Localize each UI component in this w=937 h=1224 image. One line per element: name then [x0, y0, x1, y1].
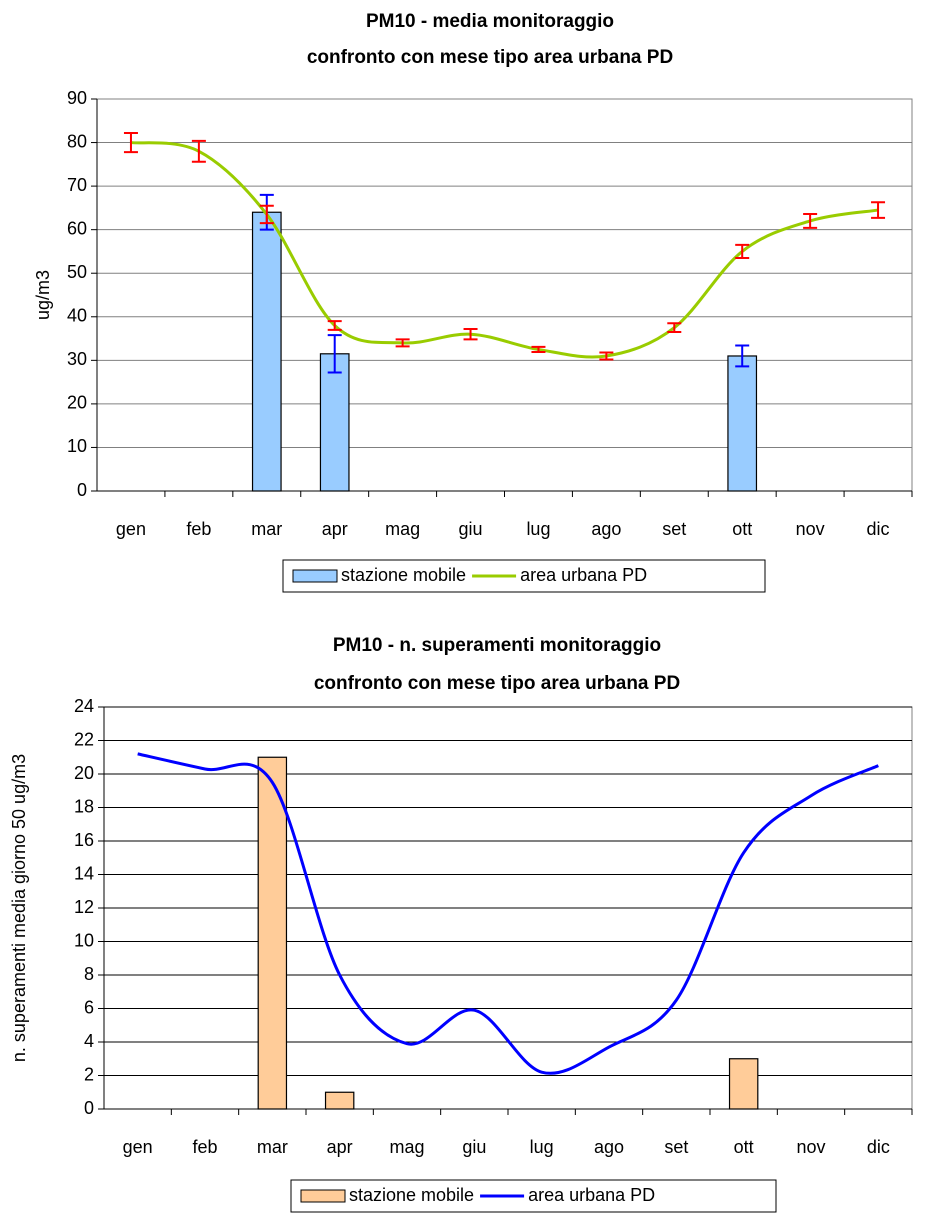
y-tick-label: 6	[84, 997, 94, 1017]
error-bar	[599, 351, 614, 361]
y-tick-label: 30	[67, 349, 87, 369]
x-tick-label: giu	[459, 519, 483, 539]
x-tick-label: ott	[732, 519, 752, 539]
bar	[251, 211, 282, 492]
bar	[324, 1091, 355, 1110]
y-tick-label: 22	[74, 729, 94, 749]
y-tick-label: 50	[67, 262, 87, 282]
x-tick-label: mag	[385, 519, 420, 539]
error-bar	[735, 344, 750, 368]
x-tick-label: nov	[796, 519, 825, 539]
y-tick-label: 40	[67, 306, 87, 326]
bar	[728, 1058, 759, 1110]
x-tick-label: lug	[526, 519, 550, 539]
y-tick-label: 2	[84, 1064, 94, 1084]
y-tick-label: 12	[74, 897, 94, 917]
chart-title: confronto con mese tipo area urbana PD	[314, 673, 680, 694]
y-tick-label: 70	[67, 175, 87, 195]
y-tick-label: 18	[74, 796, 94, 816]
y-tick-label: 14	[74, 863, 94, 883]
y-tick-label: 24	[74, 696, 94, 716]
x-tick-label: apr	[327, 1137, 353, 1157]
x-tick-label: nov	[796, 1137, 825, 1157]
error-bar	[327, 334, 342, 374]
y-tick-label: 90	[67, 88, 87, 108]
legend-label: stazione mobile	[341, 565, 466, 585]
x-tick-label: giu	[462, 1137, 486, 1157]
bar	[727, 355, 758, 492]
error-bar	[803, 212, 818, 229]
x-tick-label: ott	[734, 1137, 754, 1157]
legend-swatch	[292, 569, 338, 583]
error-bar	[191, 139, 206, 163]
legend-label: area urbana PD	[528, 1185, 655, 1205]
chart-title: confronto con mese tipo area urbana PD	[307, 47, 673, 68]
legend-label: area urbana PD	[520, 565, 647, 585]
error-bar	[259, 204, 274, 225]
line	[130, 141, 879, 359]
chart-title: PM10 - n. superamenti monitoraggio	[333, 635, 661, 656]
x-tick-label: dic	[867, 1137, 890, 1157]
y-tick-label: 10	[67, 436, 87, 456]
y-axis-title: n. superamenti media giorno 50 ug/m3	[9, 754, 29, 1062]
x-tick-label: ago	[591, 519, 621, 539]
y-tick-label: 8	[84, 964, 94, 984]
legend-box	[290, 1179, 777, 1213]
x-tick-label: set	[662, 519, 686, 539]
legend-label: stazione mobile	[349, 1185, 474, 1205]
y-tick-label: 20	[74, 763, 94, 783]
error-bar	[531, 345, 546, 354]
plot-area	[96, 98, 913, 492]
x-tick-label: gen	[123, 1137, 153, 1157]
y-tick-label: 4	[84, 1031, 94, 1051]
error-bar	[463, 327, 478, 341]
x-tick-label: feb	[192, 1137, 217, 1157]
y-tick-label: 20	[67, 393, 87, 413]
legend-box	[282, 559, 766, 593]
x-tick-label: lug	[530, 1137, 554, 1157]
legend-swatch	[300, 1189, 346, 1203]
error-bar	[123, 131, 138, 154]
y-tick-label: 10	[74, 930, 94, 950]
x-tick-label: mar	[257, 1137, 288, 1157]
x-tick-label: apr	[322, 519, 348, 539]
bar	[319, 353, 350, 492]
y-tick-label: 60	[67, 218, 87, 238]
y-tick-label: 16	[74, 830, 94, 850]
y-tick-label: 80	[67, 131, 87, 151]
x-tick-label: mar	[251, 519, 282, 539]
x-tick-label: ago	[594, 1137, 624, 1157]
y-tick-label: 0	[77, 480, 87, 500]
y-axis-title: ug/m3	[33, 270, 53, 320]
x-tick-label: dic	[867, 519, 890, 539]
error-bar	[735, 243, 750, 259]
x-tick-label: mag	[389, 1137, 424, 1157]
bar	[257, 756, 288, 1110]
error-bar	[871, 201, 886, 219]
x-tick-label: gen	[116, 519, 146, 539]
error-bar	[395, 338, 410, 348]
error-bar	[667, 322, 682, 334]
error-bar	[327, 320, 342, 331]
line	[137, 752, 879, 1075]
x-tick-label: set	[664, 1137, 688, 1157]
y-tick-label: 0	[84, 1098, 94, 1118]
x-tick-label: feb	[186, 519, 211, 539]
chart-title: PM10 - media monitoraggio	[366, 11, 614, 32]
